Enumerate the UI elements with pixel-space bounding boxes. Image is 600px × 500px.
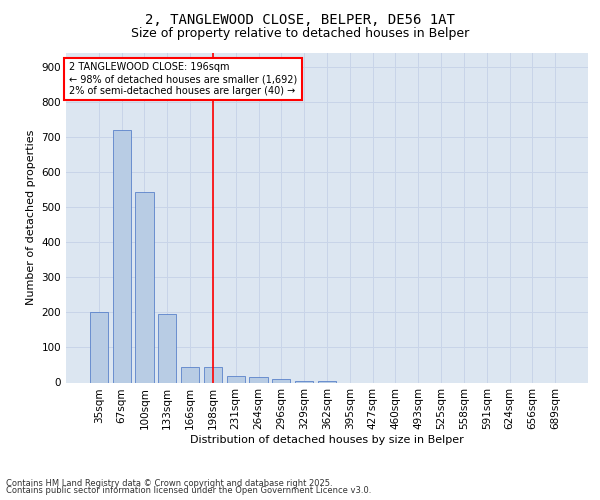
- X-axis label: Distribution of detached houses by size in Belper: Distribution of detached houses by size …: [190, 435, 464, 445]
- Text: 2, TANGLEWOOD CLOSE, BELPER, DE56 1AT: 2, TANGLEWOOD CLOSE, BELPER, DE56 1AT: [145, 12, 455, 26]
- Bar: [272, 379, 290, 382]
- Bar: [295, 380, 313, 382]
- Bar: [227, 376, 245, 382]
- Bar: [113, 130, 131, 382]
- Text: Size of property relative to detached houses in Belper: Size of property relative to detached ho…: [131, 28, 469, 40]
- Bar: [204, 366, 222, 382]
- Text: 2 TANGLEWOOD CLOSE: 196sqm
← 98% of detached houses are smaller (1,692)
2% of se: 2 TANGLEWOOD CLOSE: 196sqm ← 98% of deta…: [68, 62, 297, 96]
- Bar: [136, 192, 154, 382]
- Text: Contains public sector information licensed under the Open Government Licence v3: Contains public sector information licen…: [6, 486, 371, 495]
- Bar: [318, 380, 336, 382]
- Text: Contains HM Land Registry data © Crown copyright and database right 2025.: Contains HM Land Registry data © Crown c…: [6, 478, 332, 488]
- Bar: [90, 312, 108, 382]
- Bar: [158, 314, 176, 382]
- Bar: [181, 366, 199, 382]
- Bar: [250, 377, 268, 382]
- Y-axis label: Number of detached properties: Number of detached properties: [26, 130, 36, 305]
